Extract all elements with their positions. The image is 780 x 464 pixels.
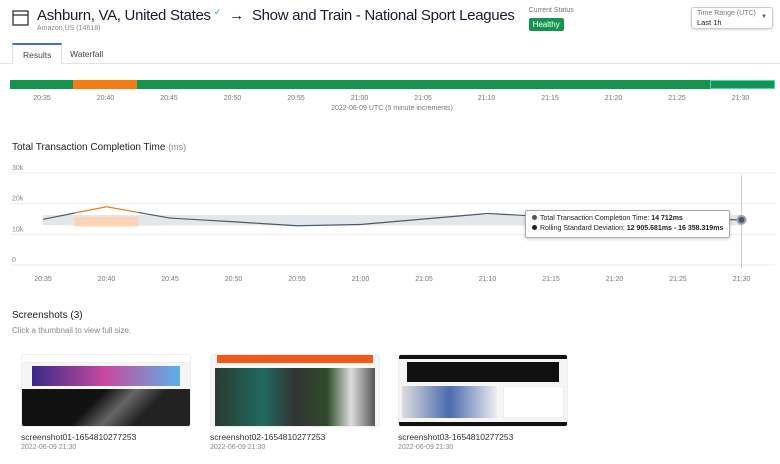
screenshot-thumbnail-2[interactable] bbox=[210, 354, 380, 427]
chevron-down-icon: ▼ bbox=[761, 14, 767, 20]
arrow-right-icon: → bbox=[229, 7, 244, 24]
y-tick-label: 0 bbox=[12, 257, 16, 264]
series-line-segment bbox=[360, 221, 393, 226]
x-tick-label: 20:50 bbox=[225, 276, 243, 283]
status-bar-tick: 21:15 bbox=[541, 95, 559, 102]
status-bar-tick: 20:50 bbox=[223, 95, 242, 102]
series-line-segment bbox=[296, 224, 329, 227]
status-bar-tick: 21:25 bbox=[668, 95, 686, 102]
series-line-segment bbox=[42, 212, 75, 220]
screenshot-thumbnail-1[interactable] bbox=[21, 354, 191, 427]
time-range-value: Last 1h bbox=[697, 18, 722, 27]
location-block: Ashburn, VA, United States Amazon,US (14… bbox=[37, 7, 211, 32]
series-line-segment bbox=[169, 217, 202, 221]
tooltip-value: 12 905.681ms - 16 358.319ms bbox=[626, 225, 724, 232]
chart-title-text: Total Transaction Completion Time bbox=[12, 142, 166, 153]
series-dot-icon bbox=[532, 215, 537, 220]
provider-label: Amazon,US (14618) bbox=[37, 25, 101, 32]
status-bar-tick: 21:30 bbox=[731, 95, 750, 102]
screenshots-title: Screenshots (3) bbox=[12, 310, 83, 321]
status-bar-tick: 21:10 bbox=[477, 95, 496, 102]
tooltip-value: 14 712ms bbox=[651, 215, 683, 222]
tab-results-label: Results bbox=[23, 50, 52, 60]
x-tick-label: 21:15 bbox=[542, 276, 560, 283]
x-tick-label: 21:25 bbox=[669, 276, 687, 283]
screenshot-date: 2022-06-09 21:30 bbox=[398, 444, 454, 451]
screenshot-date: 2022-06-09 21:30 bbox=[210, 444, 266, 451]
series-line-segment bbox=[328, 223, 361, 226]
series-line-segment bbox=[423, 215, 456, 220]
status-segment[interactable] bbox=[137, 80, 710, 89]
deviation-dot-icon bbox=[532, 225, 537, 230]
screenshot-date: 2022-06-09 21:30 bbox=[21, 444, 77, 451]
y-tick-label: 30k bbox=[12, 165, 24, 172]
screenshot-thumbnail-3[interactable] bbox=[398, 354, 568, 427]
chart-title: Total Transaction Completion Time (ms) bbox=[12, 142, 186, 153]
header: Ashburn, VA, United States Amazon,US (14… bbox=[12, 7, 574, 32]
status-bar-tick: 21:05 bbox=[414, 95, 432, 102]
location-title: Ashburn, VA, United States bbox=[37, 7, 211, 24]
screenshot-name[interactable]: screenshot03-1654810277253 bbox=[398, 432, 514, 442]
y-tick-label: 10k bbox=[12, 226, 24, 233]
series-line-segment bbox=[233, 221, 266, 225]
series-line-segment bbox=[392, 218, 425, 223]
series-line-segment bbox=[106, 206, 139, 213]
chart-tooltip: Total Transaction Completion Time: 14 71… bbox=[525, 210, 731, 238]
x-tick-label: 20:40 bbox=[98, 276, 116, 283]
status-badge: Healthy bbox=[528, 18, 564, 31]
x-tick-label: 21:00 bbox=[352, 276, 370, 283]
status-bar-tick: 20:55 bbox=[287, 95, 305, 102]
x-tick-label: 20:45 bbox=[161, 276, 179, 283]
status-bar-tick: 20:35 bbox=[33, 95, 51, 102]
screenshots-hint: Click a thumbnail to view full size. bbox=[12, 326, 132, 335]
test-name-title: Show and Train - National Sport Leagues bbox=[251, 7, 515, 24]
tab-results[interactable]: Results bbox=[12, 43, 63, 64]
x-tick-label: 21:10 bbox=[479, 276, 497, 283]
series-line-segment bbox=[455, 212, 488, 217]
tab-waterfall[interactable]: Waterfall bbox=[60, 44, 113, 64]
data-point-marker bbox=[738, 216, 745, 223]
status-segment[interactable] bbox=[10, 80, 73, 89]
series-line-segment bbox=[74, 206, 107, 214]
x-tick-label: 20:35 bbox=[34, 276, 52, 283]
series-line-segment bbox=[201, 219, 234, 223]
status-bar-caption: 2022-06-09 UTC (5 minute increments) bbox=[331, 105, 453, 112]
status-block: Current Status Healthy bbox=[528, 7, 574, 32]
status-bar-tick: 21:00 bbox=[350, 95, 369, 102]
screenshot-name[interactable]: screenshot02-1654810277253 bbox=[210, 432, 326, 442]
status-bar-tick: 20:45 bbox=[160, 95, 178, 102]
x-tick-label: 21:20 bbox=[606, 276, 624, 283]
time-range-dropdown[interactable]: Time Range (UTC) Last 1h ▼ bbox=[691, 7, 773, 29]
series-line-segment bbox=[138, 211, 171, 219]
x-tick-label: 20:55 bbox=[288, 276, 306, 283]
series-line-segment bbox=[487, 212, 520, 216]
x-tick-label: 21:30 bbox=[733, 276, 751, 283]
status-segment-selected[interactable] bbox=[710, 80, 775, 89]
x-tick-label: 21:05 bbox=[415, 276, 433, 283]
chart-unit: (ms) bbox=[168, 142, 187, 152]
status-segment-warning[interactable] bbox=[73, 80, 137, 89]
y-tick-label: 20k bbox=[12, 196, 24, 203]
tooltip-label: Total Transaction Completion Time: bbox=[540, 215, 650, 222]
verified-check-icon: ✓ bbox=[213, 7, 222, 17]
series-line-segment bbox=[265, 223, 298, 227]
time-range-label: Time Range (UTC) bbox=[697, 10, 756, 17]
status-bar-tick: 20:40 bbox=[96, 95, 115, 102]
screenshot-name[interactable]: screenshot01-1654810277253 bbox=[21, 432, 137, 442]
status-bar-tick: 21:20 bbox=[604, 95, 623, 102]
status-label: Current Status bbox=[528, 7, 574, 14]
browser-window-icon bbox=[12, 7, 29, 31]
anomaly-band bbox=[74, 216, 139, 227]
tooltip-label: Rolling Standard Deviation: bbox=[540, 225, 625, 232]
tab-waterfall-label: Waterfall bbox=[70, 49, 104, 59]
